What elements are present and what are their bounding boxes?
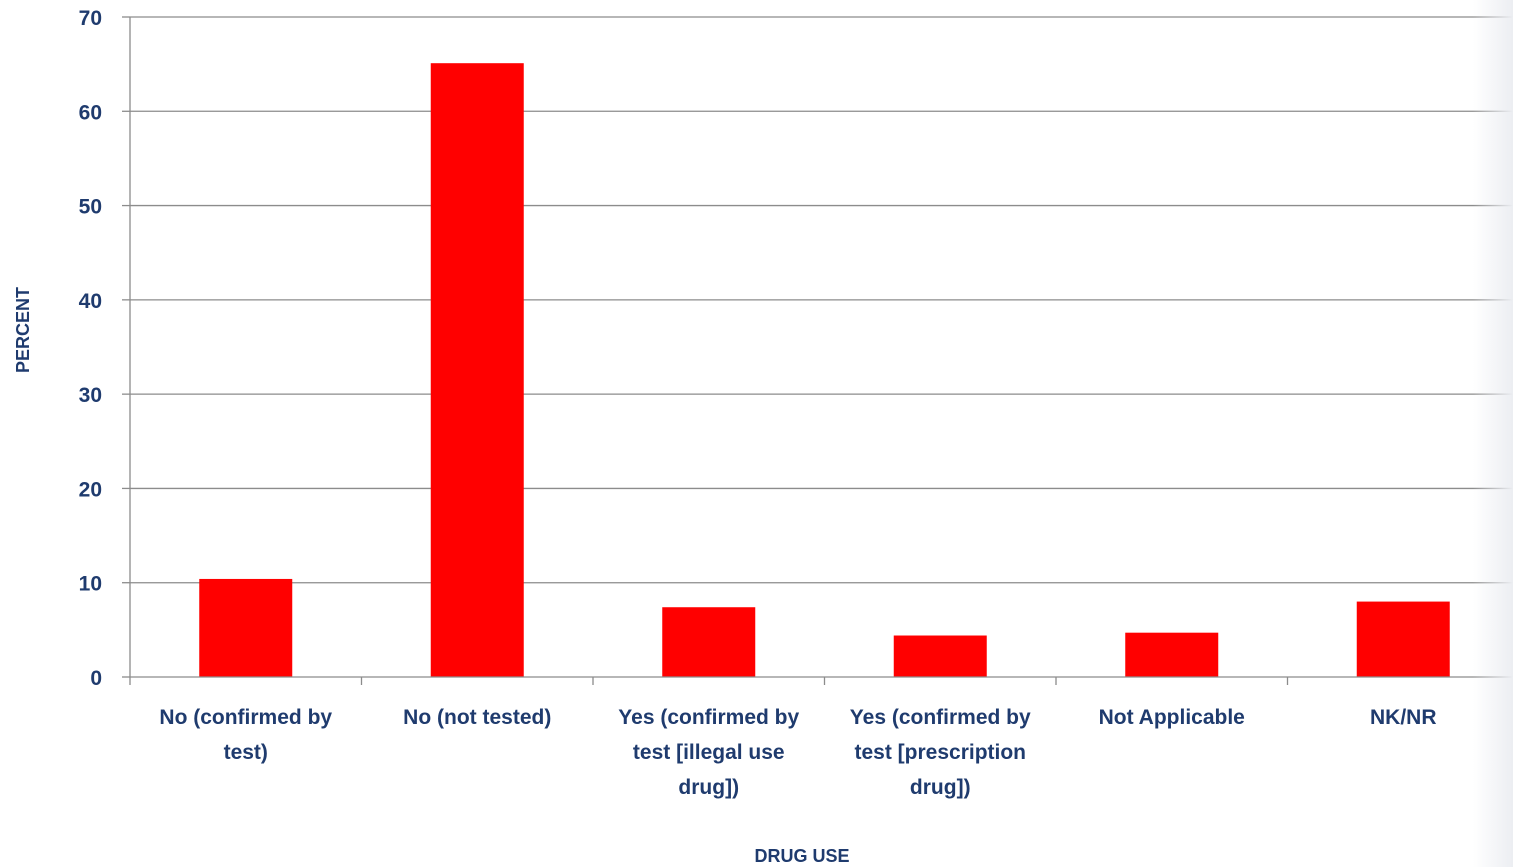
y-tick-label: 50 xyxy=(79,196,102,219)
x-category-label-line: test [illegal use xyxy=(633,741,785,764)
bar xyxy=(199,578,293,677)
y-tick-labels: 0 10 20 30 40 50 60 70 xyxy=(79,7,102,690)
y-tick-label: 0 xyxy=(90,667,102,690)
x-category-label: NK/NR xyxy=(1370,706,1437,729)
bar xyxy=(662,607,756,677)
x-category-label: Yes (confirmed by test [illegal use drug]) xyxy=(618,706,799,799)
x-category-label-line: test) xyxy=(224,741,268,764)
bar xyxy=(1356,601,1450,677)
x-category-label-line: No (not tested) xyxy=(403,706,551,729)
x-category-labels: No (confirmed by test) No (not tested) Yes … xyxy=(159,706,1436,799)
y-tick-label: 10 xyxy=(79,573,102,596)
x-category-label-line: drug]) xyxy=(678,776,739,799)
y-tick-label: 40 xyxy=(79,290,102,313)
x-category-label: Yes (confirmed by test [prescription drug]… xyxy=(850,706,1031,799)
y-tick-label: 60 xyxy=(79,101,102,124)
x-category-label-line: Not Applicable xyxy=(1099,706,1245,729)
x-category-label-line: drug]) xyxy=(910,776,971,799)
y-axis-title: PERCENT xyxy=(13,287,33,373)
bar xyxy=(893,635,987,677)
y-tick-label: 70 xyxy=(79,7,102,30)
x-category-label-line: Yes (confirmed by xyxy=(618,706,799,729)
x-category-label-line: NK/NR xyxy=(1370,706,1437,729)
edge-shade xyxy=(1473,0,1513,867)
x-axis-title: DRUG USE xyxy=(754,846,849,866)
x-category-label: No (not tested) xyxy=(403,706,551,729)
x-category-label-line: No (confirmed by xyxy=(159,706,332,729)
axes xyxy=(122,16,1513,685)
x-category-label: Not Applicable xyxy=(1099,706,1245,729)
y-tick-label: 20 xyxy=(79,478,102,501)
bar xyxy=(430,63,524,677)
x-category-label: No (confirmed by test) xyxy=(159,706,332,764)
gridlines xyxy=(130,16,1513,584)
bars xyxy=(199,63,1450,677)
x-category-label-line: test [prescription xyxy=(854,741,1026,764)
bar xyxy=(1125,632,1219,677)
x-category-label-line: Yes (confirmed by xyxy=(850,706,1031,729)
y-tick-label: 30 xyxy=(79,384,102,407)
